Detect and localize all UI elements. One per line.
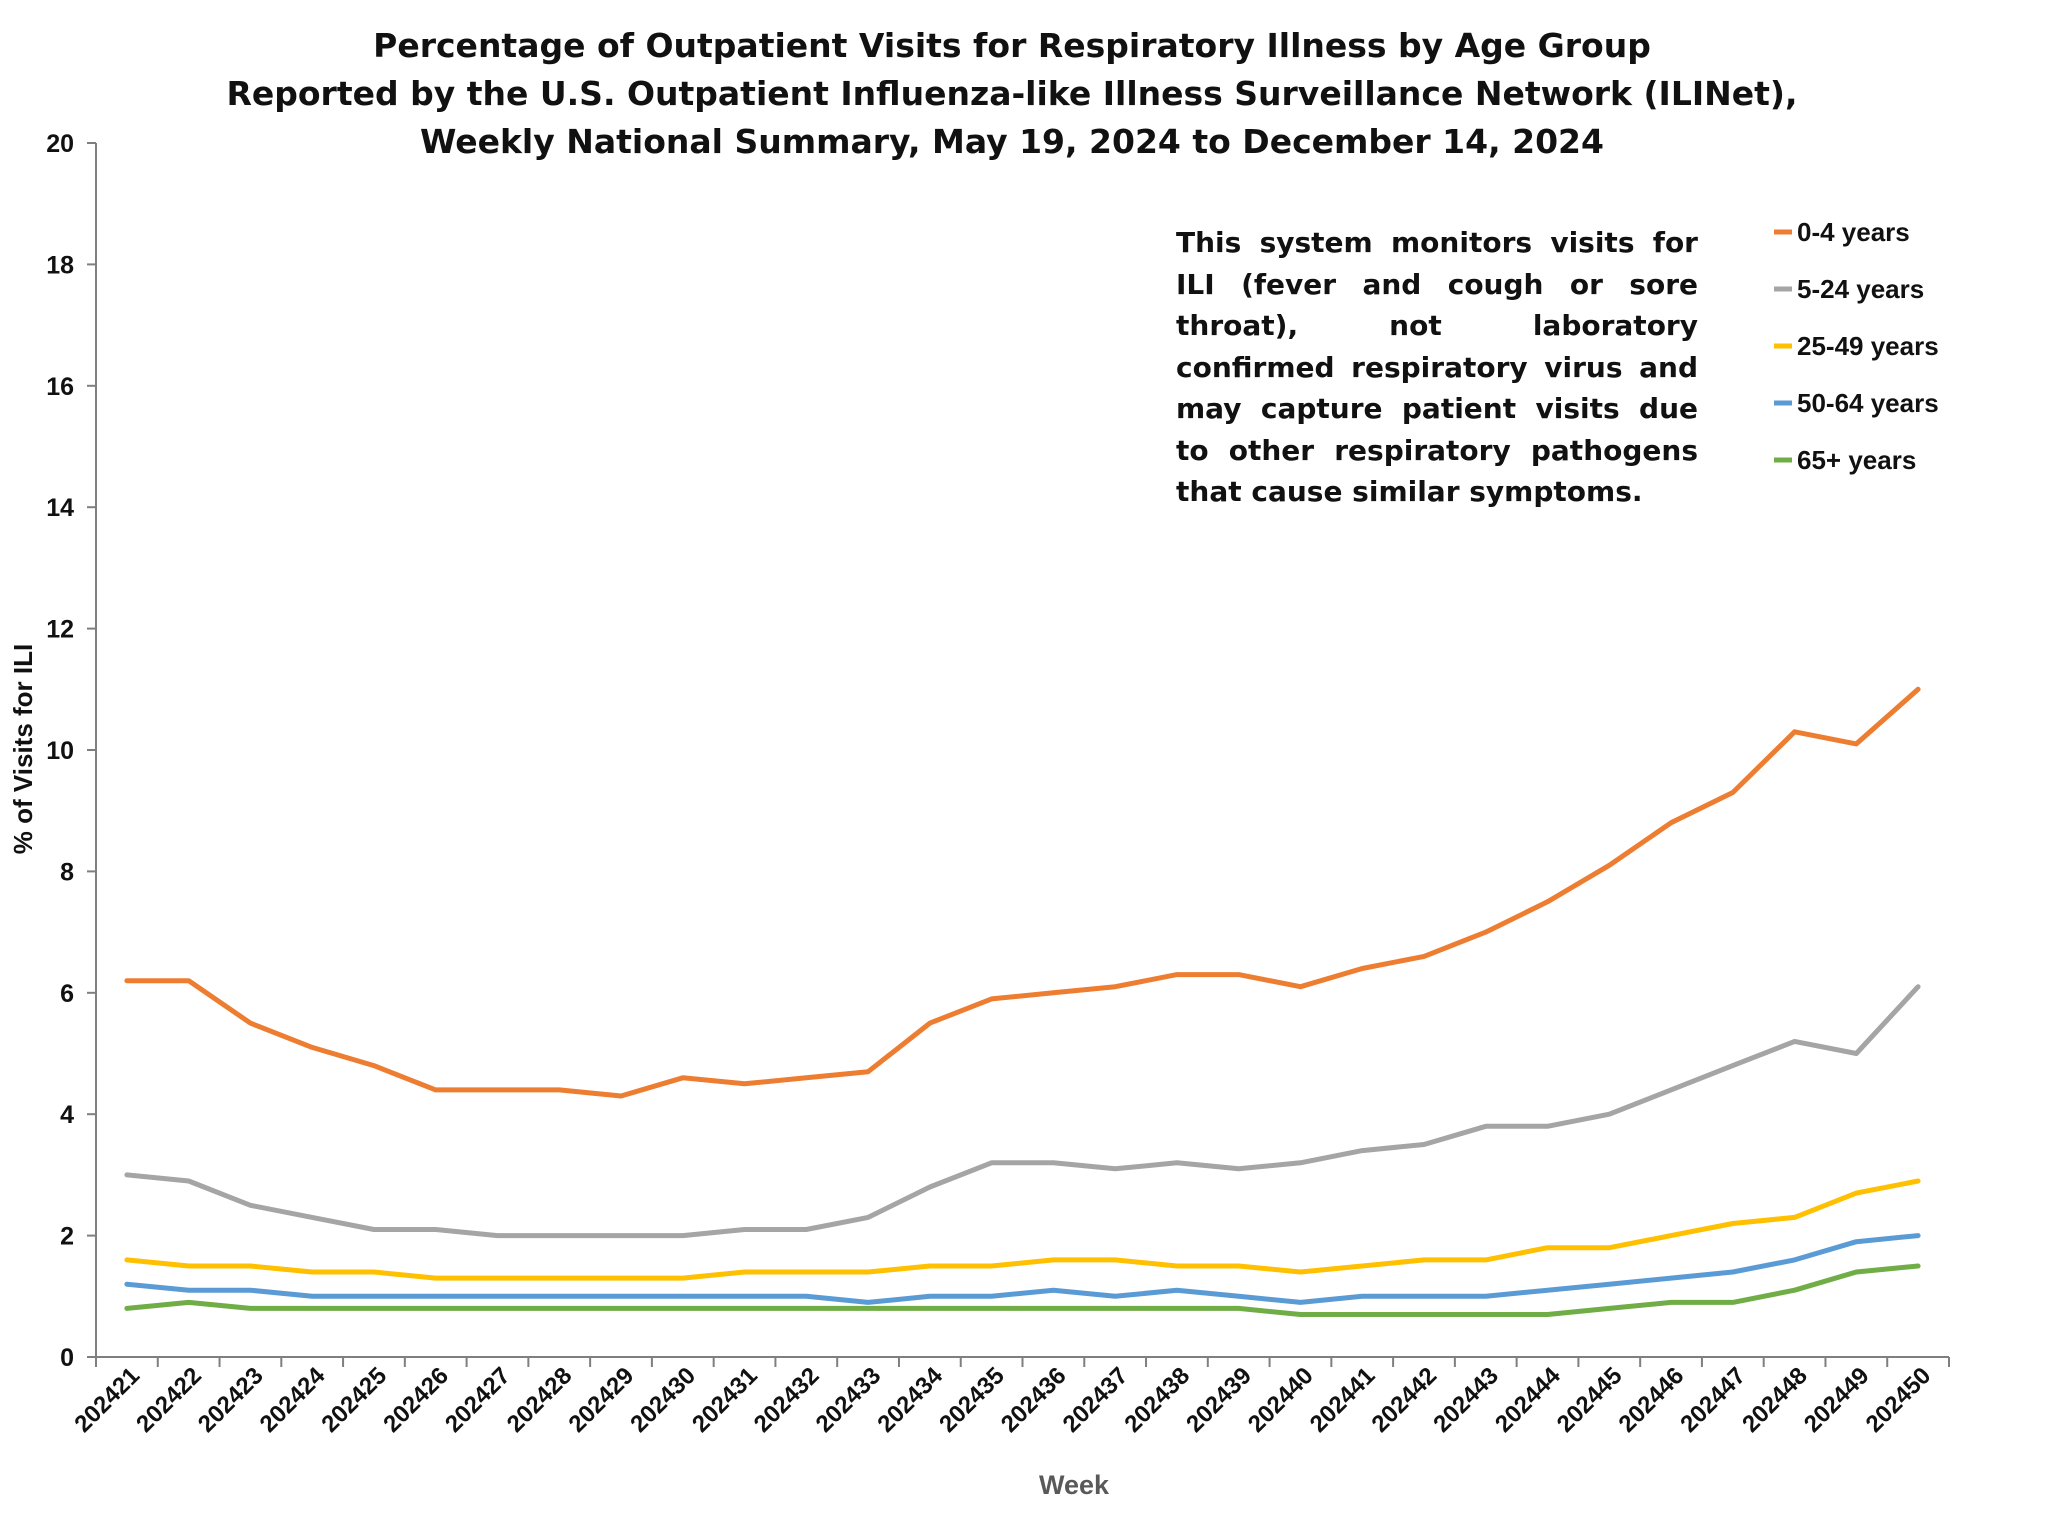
y-tick-label: 8: [60, 858, 74, 886]
legend-label: 65+ years: [1797, 445, 1916, 475]
y-tick-label: 14: [46, 494, 74, 522]
subtitle-line-2: Weekly National Summary, May 19, 2024 to…: [420, 122, 1604, 161]
x-tick-label: 202434: [872, 1362, 948, 1438]
x-tick-label: 202436: [996, 1362, 1072, 1438]
x-tick-label: 202438: [1119, 1362, 1195, 1438]
legend-label: 5-24 years: [1797, 274, 1924, 304]
axes: 0246810121416182020242120242220242320242…: [46, 130, 1950, 1438]
y-tick-label: 2: [60, 1223, 74, 1251]
x-tick-label: 202445: [1552, 1362, 1628, 1438]
x-tick-label: 202439: [1181, 1362, 1257, 1438]
x-tick-label: 202422: [131, 1362, 207, 1438]
x-tick-label: 202437: [1058, 1362, 1134, 1438]
annotation-text: This system monitors visits for ILI (fev…: [1176, 226, 1698, 508]
legend: 0-4 years 5-24 years 25-49 years 50-64 year…: [1774, 217, 1939, 475]
y-axis-label: % of Visits for ILI: [8, 644, 38, 854]
x-tick-label: 202449: [1799, 1362, 1875, 1438]
x-tick-label: 202433: [811, 1362, 887, 1438]
x-tick-label: 202429: [564, 1362, 640, 1438]
x-tick-label: 202426: [378, 1362, 454, 1438]
y-tick-label: 12: [46, 616, 74, 644]
x-tick-label: 202447: [1675, 1362, 1751, 1438]
x-tick-label: 202448: [1737, 1362, 1813, 1438]
x-tick-label: 202427: [440, 1362, 516, 1438]
chart-title: Percentage of Outpatient Visits for Resp…: [0, 22, 2024, 166]
x-tick-label: 202450: [1861, 1362, 1937, 1438]
series-lines: [124, 686, 1921, 1317]
x-tick-label: 202423: [193, 1362, 269, 1438]
x-tick-label: 202428: [502, 1362, 578, 1438]
series-line-50-64-years: [124, 1233, 1921, 1305]
series-line-65-years: [124, 1263, 1921, 1317]
series-line-25-49-years: [124, 1178, 1921, 1281]
x-tick-label: 202441: [1305, 1362, 1381, 1438]
x-tick-label: 202424: [255, 1362, 331, 1438]
x-tick-label: 202444: [1490, 1362, 1566, 1438]
x-tick-label: 202435: [934, 1362, 1010, 1438]
y-tick-label: 20: [46, 130, 74, 158]
y-tick-label: 18: [46, 251, 74, 279]
series-line-0-4-years: [124, 686, 1921, 1099]
x-tick-label: 202421: [69, 1362, 145, 1438]
x-tick-label: 202443: [1428, 1362, 1504, 1438]
y-tick-label: 10: [46, 737, 74, 765]
legend-label: 0-4 years: [1797, 217, 1910, 247]
y-tick-label: 6: [60, 980, 74, 1008]
subtitle-line-1: Reported by the U.S. Outpatient Influenz…: [226, 74, 1798, 113]
y-tick-label: 4: [60, 1101, 74, 1129]
legend-label: 25-49 years: [1797, 331, 1939, 361]
y-tick-label: 16: [46, 373, 74, 401]
x-tick-label: 202425: [316, 1362, 392, 1438]
x-tick-label: 202446: [1614, 1362, 1690, 1438]
x-tick-label: 202432: [749, 1362, 825, 1438]
x-tick-label: 202430: [625, 1362, 701, 1438]
title-line: Percentage of Outpatient Visits for Resp…: [373, 26, 1651, 65]
y-tick-label: 0: [60, 1344, 74, 1372]
series-line-5-24-years: [124, 984, 1921, 1239]
legend-label: 50-64 years: [1797, 388, 1939, 418]
x-tick-label: 202431: [687, 1362, 763, 1438]
x-tick-label: 202442: [1366, 1362, 1442, 1438]
x-axis-label: Week: [1039, 1470, 1110, 1500]
x-tick-label: 202440: [1243, 1362, 1319, 1438]
